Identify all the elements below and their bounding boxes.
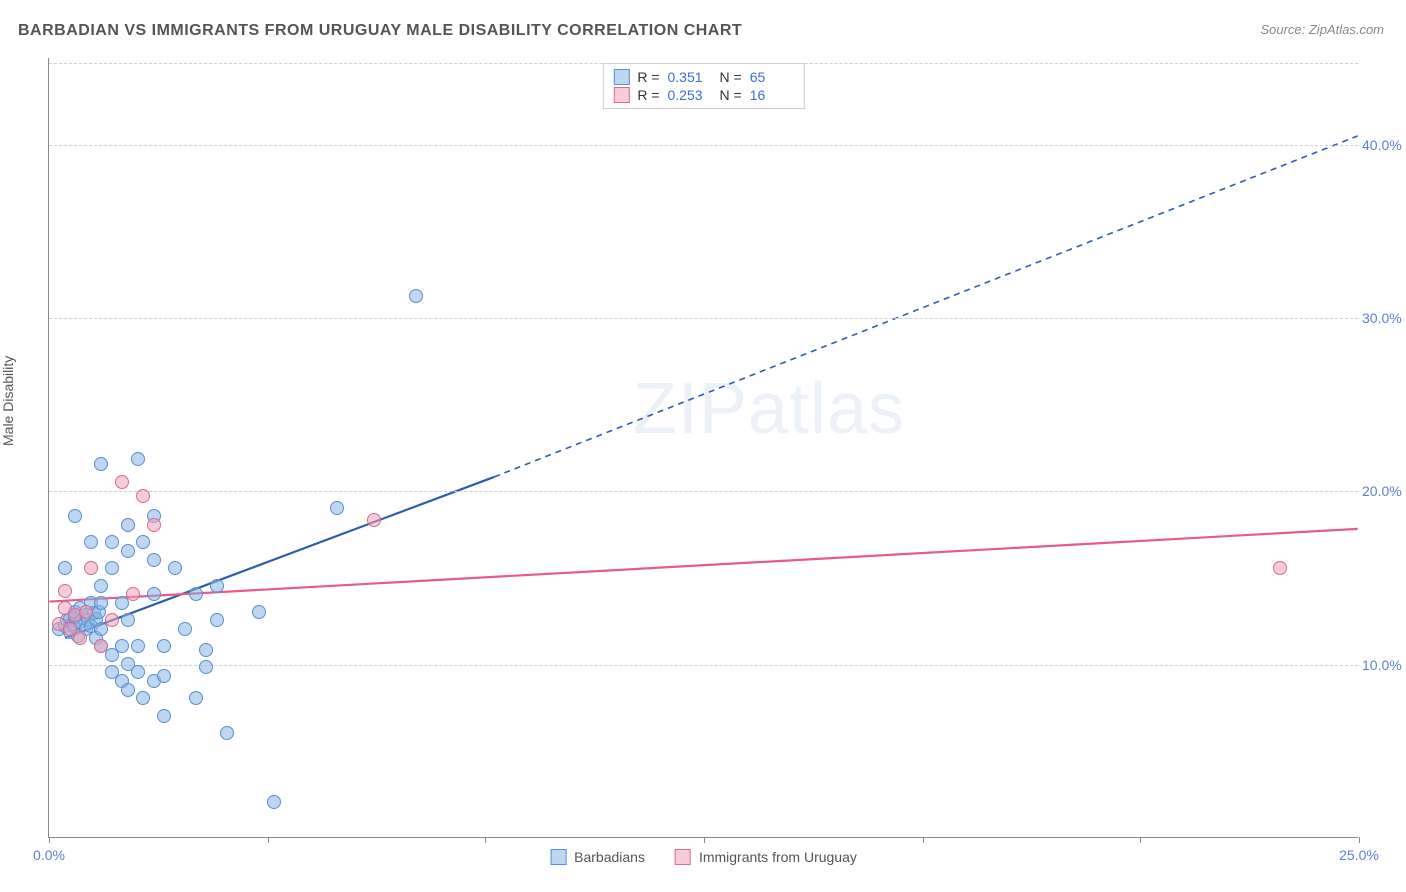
y-tick-label: 30.0% xyxy=(1362,310,1406,326)
legend-stat-row: R = 0.253 N = 16 xyxy=(613,86,793,104)
scatter-point xyxy=(136,535,150,549)
legend-swatch xyxy=(613,87,629,103)
scatter-point xyxy=(168,561,182,575)
scatter-point xyxy=(115,639,129,653)
scatter-point xyxy=(121,613,135,627)
chart-container: BARBADIAN VS IMMIGRANTS FROM URUGUAY MAL… xyxy=(0,0,1406,892)
x-tick-label: 25.0% xyxy=(1339,847,1379,863)
scatter-point xyxy=(84,561,98,575)
scatter-point xyxy=(131,639,145,653)
scatter-point xyxy=(121,518,135,532)
scatter-point xyxy=(157,669,171,683)
gridline xyxy=(49,145,1358,146)
scatter-point xyxy=(199,660,213,674)
scatter-point xyxy=(105,535,119,549)
scatter-point xyxy=(131,452,145,466)
legend-swatch xyxy=(675,849,691,865)
regression-lines-layer xyxy=(49,58,1358,837)
scatter-point xyxy=(105,613,119,627)
scatter-point xyxy=(94,639,108,653)
scatter-point xyxy=(330,501,344,515)
scatter-point xyxy=(68,509,82,523)
scatter-point xyxy=(220,726,234,740)
x-tick xyxy=(1140,837,1141,843)
source-label: Source: ZipAtlas.com xyxy=(1260,22,1384,37)
gridline xyxy=(49,318,1358,319)
scatter-point xyxy=(157,709,171,723)
y-axis-label: Male Disability xyxy=(0,356,16,446)
scatter-point xyxy=(105,561,119,575)
scatter-point xyxy=(147,553,161,567)
legend-series-label: Barbadians xyxy=(574,849,645,865)
legend-series-item: Barbadians xyxy=(550,849,645,865)
scatter-point xyxy=(131,665,145,679)
scatter-point xyxy=(121,544,135,558)
scatter-point xyxy=(1273,561,1287,575)
regression-line xyxy=(494,136,1357,477)
scatter-point xyxy=(409,289,423,303)
n-label: N = xyxy=(720,69,742,85)
scatter-point xyxy=(136,691,150,705)
scatter-point xyxy=(178,622,192,636)
legend-series-label: Immigrants from Uruguay xyxy=(699,849,857,865)
legend-swatch xyxy=(550,849,566,865)
x-tick-label: 0.0% xyxy=(33,847,65,863)
scatter-point xyxy=(94,579,108,593)
scatter-point xyxy=(84,535,98,549)
regression-line xyxy=(49,529,1357,602)
scatter-point xyxy=(189,587,203,601)
scatter-point xyxy=(79,605,93,619)
scatter-point xyxy=(189,691,203,705)
scatter-point xyxy=(94,457,108,471)
scatter-point xyxy=(210,613,224,627)
legend-stats: R = 0.351 N = 65 R = 0.253 N = 16 xyxy=(602,63,804,109)
scatter-point xyxy=(58,561,72,575)
scatter-point xyxy=(73,631,87,645)
legend-swatch xyxy=(613,69,629,85)
y-tick-label: 10.0% xyxy=(1362,657,1406,673)
gridline xyxy=(49,665,1358,666)
scatter-point xyxy=(121,683,135,697)
legend-stat-row: R = 0.351 N = 65 xyxy=(613,68,793,86)
scatter-point xyxy=(115,475,129,489)
legend-series: Barbadians Immigrants from Uruguay xyxy=(550,849,857,865)
y-tick-label: 20.0% xyxy=(1362,483,1406,499)
r-label: R = xyxy=(637,87,659,103)
scatter-point xyxy=(94,596,108,610)
scatter-point xyxy=(267,795,281,809)
scatter-point xyxy=(157,639,171,653)
x-tick xyxy=(704,837,705,843)
x-tick xyxy=(923,837,924,843)
n-value: 65 xyxy=(750,69,794,85)
scatter-point xyxy=(147,587,161,601)
gridline xyxy=(49,63,1358,64)
legend-series-item: Immigrants from Uruguay xyxy=(675,849,857,865)
x-tick xyxy=(485,837,486,843)
x-tick xyxy=(1359,837,1360,843)
scatter-point xyxy=(252,605,266,619)
scatter-point xyxy=(147,518,161,532)
chart-title: BARBADIAN VS IMMIGRANTS FROM URUGUAY MAL… xyxy=(18,22,742,40)
scatter-point xyxy=(367,513,381,527)
r-label: R = xyxy=(637,69,659,85)
scatter-point xyxy=(199,643,213,657)
x-tick xyxy=(268,837,269,843)
r-value: 0.351 xyxy=(668,69,712,85)
scatter-point xyxy=(210,579,224,593)
r-value: 0.253 xyxy=(668,87,712,103)
n-label: N = xyxy=(720,87,742,103)
scatter-point xyxy=(58,584,72,598)
scatter-point xyxy=(126,587,140,601)
y-tick-label: 40.0% xyxy=(1362,137,1406,153)
n-value: 16 xyxy=(750,87,794,103)
x-tick xyxy=(49,837,50,843)
plot-area: ZIPatlas R =0.351N =65R =0.253N =16 Barb… xyxy=(48,58,1358,838)
scatter-point xyxy=(136,489,150,503)
gridline xyxy=(49,491,1358,492)
